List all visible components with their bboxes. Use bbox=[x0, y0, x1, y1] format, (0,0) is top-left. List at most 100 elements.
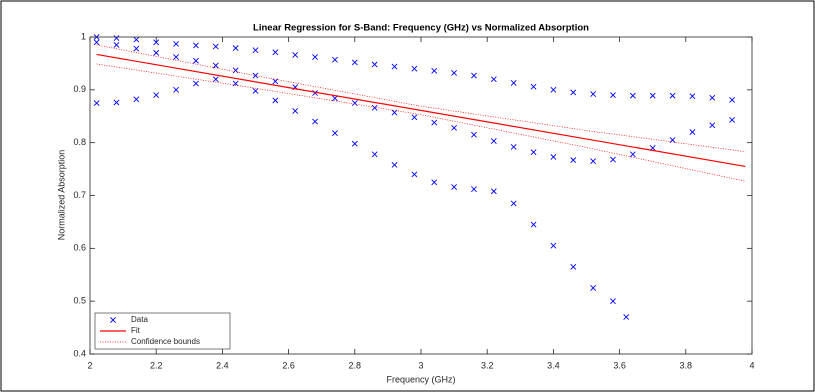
data-marker bbox=[590, 91, 597, 97]
legend-marker bbox=[110, 317, 116, 323]
y-tick-label: 0.6 bbox=[73, 243, 86, 253]
data-marker bbox=[113, 42, 120, 48]
data-marker bbox=[232, 80, 239, 87]
data-marker bbox=[431, 67, 438, 74]
data-marker bbox=[451, 184, 458, 190]
data-marker bbox=[411, 114, 418, 121]
data-marker bbox=[669, 137, 676, 143]
data-marker bbox=[729, 96, 736, 103]
chart-title: Linear Regression for S-Band: Frequency … bbox=[253, 23, 589, 34]
data-marker bbox=[590, 285, 597, 291]
data-marker bbox=[93, 100, 100, 106]
data-marker bbox=[490, 76, 497, 83]
data-marker bbox=[530, 83, 537, 90]
upper-bound-line bbox=[96, 44, 746, 152]
data-marker bbox=[391, 63, 398, 70]
data-marker bbox=[351, 100, 358, 106]
data-marker bbox=[709, 94, 716, 101]
data-marker bbox=[173, 54, 179, 60]
data-marker bbox=[629, 151, 636, 158]
x-tick-label: 3.2 bbox=[481, 360, 494, 370]
data-marker bbox=[173, 86, 179, 93]
data-marker bbox=[133, 96, 140, 103]
data-marker bbox=[550, 86, 557, 93]
data-marker bbox=[252, 87, 259, 94]
data-marker bbox=[629, 92, 636, 99]
x-tick-label: 3.6 bbox=[613, 360, 626, 370]
data-marker bbox=[153, 49, 160, 56]
data-marker bbox=[153, 39, 160, 46]
x-tick-label: 2.8 bbox=[349, 360, 362, 370]
data-marker bbox=[550, 154, 557, 160]
y-tick-label: 0.8 bbox=[73, 137, 86, 147]
x-tick-label: 3 bbox=[418, 360, 423, 370]
data-marker bbox=[623, 314, 630, 320]
data-marker bbox=[431, 119, 438, 126]
data-marker bbox=[371, 151, 378, 158]
data-marker bbox=[193, 42, 199, 49]
axes-box bbox=[89, 36, 753, 355]
data-marker bbox=[212, 43, 219, 50]
data-marker bbox=[669, 92, 676, 99]
data-marker bbox=[411, 171, 418, 178]
y-tick-label: 0.5 bbox=[73, 296, 86, 306]
data-marker bbox=[530, 221, 537, 228]
data-marker bbox=[570, 157, 577, 164]
x-tick-label: 2 bbox=[87, 360, 92, 370]
data-marker bbox=[292, 108, 299, 114]
y-tick-label: 0.7 bbox=[73, 190, 86, 200]
data-marker bbox=[212, 76, 219, 83]
data-marker bbox=[451, 124, 458, 131]
data-marker bbox=[133, 45, 140, 52]
data-marker bbox=[371, 104, 378, 111]
data-marker bbox=[411, 65, 418, 72]
data-marker bbox=[332, 95, 338, 102]
data-marker bbox=[252, 47, 259, 54]
x-tick-label: 3.8 bbox=[680, 360, 693, 370]
data-marker bbox=[133, 36, 140, 43]
data-marker bbox=[332, 56, 338, 63]
data-marker bbox=[193, 57, 199, 64]
data-marker bbox=[510, 80, 517, 86]
data-marker bbox=[272, 78, 279, 85]
data-marker bbox=[490, 188, 497, 195]
data-marker bbox=[649, 92, 656, 99]
data-marker bbox=[193, 80, 199, 87]
x-axis-label: Frequency (GHz) bbox=[386, 374, 455, 384]
data-marker bbox=[471, 72, 477, 79]
data-marker bbox=[371, 61, 378, 68]
data-marker bbox=[590, 158, 597, 165]
data-marker bbox=[530, 149, 537, 156]
lower-bound-line bbox=[96, 63, 746, 182]
data-marker bbox=[471, 131, 477, 138]
data-marker bbox=[451, 70, 458, 76]
data-marker bbox=[312, 118, 318, 125]
data-marker bbox=[610, 156, 616, 163]
data-marker bbox=[689, 129, 696, 136]
data-marker bbox=[570, 89, 577, 96]
data-marker bbox=[113, 35, 120, 41]
data-marker bbox=[709, 122, 716, 129]
data-marker bbox=[729, 117, 736, 123]
data-marker bbox=[272, 97, 279, 104]
y-tick-label: 0.9 bbox=[73, 84, 86, 94]
data-marker bbox=[550, 242, 557, 249]
data-marker bbox=[173, 40, 179, 47]
data-marker bbox=[689, 93, 696, 100]
data-marker bbox=[93, 39, 100, 46]
plot-area bbox=[90, 37, 752, 354]
x-tick-label: 2.2 bbox=[150, 360, 163, 370]
data-marker bbox=[431, 179, 438, 186]
data-marker bbox=[252, 72, 259, 79]
data-marker bbox=[570, 263, 577, 270]
data-marker bbox=[113, 99, 120, 106]
x-tick-label: 4 bbox=[749, 360, 754, 370]
y-tick-label: 1 bbox=[81, 31, 86, 41]
data-marker bbox=[332, 130, 338, 137]
y-axis-label: Normalized Absorption bbox=[56, 150, 66, 241]
legend-label: Confidence bounds bbox=[131, 337, 200, 346]
fit-line bbox=[96, 53, 746, 168]
data-marker bbox=[490, 138, 497, 145]
